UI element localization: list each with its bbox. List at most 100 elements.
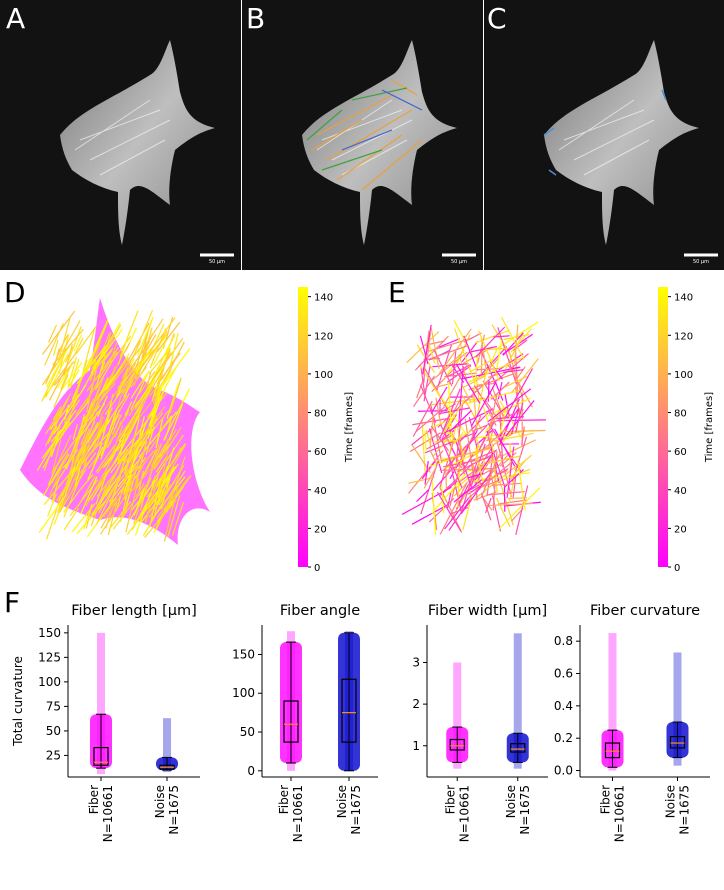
- fiber-track: [416, 489, 430, 503]
- fiber-track: [474, 385, 493, 415]
- fiber-track: [115, 486, 124, 512]
- fiber-track: [430, 386, 448, 415]
- y-tick-label: 100: [232, 686, 255, 700]
- fiber-track: [52, 423, 88, 472]
- fiber-track: [146, 470, 167, 498]
- fiber-track: [508, 471, 517, 504]
- fiber-track: [75, 326, 97, 355]
- tick-label: 80: [674, 409, 687, 420]
- fiber-track: [38, 494, 67, 534]
- fiber-track: [103, 324, 122, 355]
- n-label: N=1675: [518, 785, 532, 835]
- fiber-track: [427, 344, 469, 361]
- fiber-track: [408, 450, 444, 494]
- fiber-track: [427, 341, 436, 364]
- scale-label: 50 µm: [209, 259, 225, 265]
- fiber-track: [77, 475, 96, 507]
- fiber-track: [156, 490, 176, 530]
- fiber-track: [515, 485, 529, 536]
- n-label: N=10661: [291, 785, 305, 842]
- fiber-track: [476, 334, 486, 364]
- fiber-track: [167, 495, 181, 537]
- fiber-track: [453, 429, 474, 443]
- fiber-track: [432, 467, 454, 492]
- fiber-track: [430, 425, 450, 452]
- fiber-track: [521, 426, 525, 446]
- fiber-track: [419, 335, 429, 365]
- fiber-track: [441, 440, 463, 488]
- fiber-track: [47, 425, 58, 444]
- fiber-track: [504, 332, 524, 370]
- fiber-track: [52, 448, 79, 488]
- fiber-track: [140, 410, 170, 447]
- fiber-track: [443, 438, 473, 471]
- fiber-track: [453, 478, 483, 503]
- tick-label: 140: [674, 293, 693, 304]
- fiber-track: [86, 361, 99, 413]
- fiber-track: [90, 322, 121, 374]
- fiber-track: [138, 477, 152, 507]
- fiber-track: [168, 403, 184, 441]
- fiber-track: [448, 423, 457, 455]
- panel-label: A: [6, 2, 25, 35]
- fiber-track: [145, 499, 153, 523]
- fiber-track: [146, 392, 168, 418]
- fiber-track: [146, 323, 165, 361]
- fiber-track: [449, 409, 472, 433]
- fiber-track: [163, 486, 179, 542]
- fiber-track: [515, 402, 524, 433]
- fiber-track: [142, 499, 165, 537]
- fiber-track: [510, 328, 532, 353]
- fiber-track: [439, 467, 497, 472]
- fiber-track: [69, 475, 80, 496]
- fiber-track: [166, 382, 180, 419]
- n-label: N=1675: [678, 785, 692, 835]
- n-label: N=1675: [167, 785, 181, 835]
- fiber-track: [447, 381, 453, 438]
- fiber-track: [156, 475, 192, 523]
- fiber-track: [44, 322, 64, 366]
- fiber-track: [504, 368, 534, 419]
- fiber-track: [445, 456, 456, 478]
- fiber-track: [507, 497, 528, 500]
- fiber-track: [61, 320, 81, 353]
- fiber-track: [96, 395, 108, 418]
- fiber-track: [103, 502, 115, 518]
- fiber-track: [517, 460, 526, 511]
- fiber-track: [133, 440, 147, 490]
- fiber-track: [138, 417, 158, 448]
- fiber-track: [441, 484, 445, 514]
- y-tick-label: 50: [46, 724, 61, 738]
- fiber-track: [472, 409, 524, 432]
- fiber-track: [49, 394, 79, 431]
- tick-label: 140: [314, 293, 333, 304]
- fiber-track: [52, 406, 62, 421]
- y-tick-label: 125: [38, 650, 61, 664]
- fiber-track: [133, 508, 140, 524]
- fiber-track: [412, 400, 433, 437]
- fiber-track: [474, 329, 510, 344]
- y-tick-label: 0: [247, 764, 255, 778]
- fiber-track: [447, 363, 471, 378]
- fiber-track: [512, 339, 528, 352]
- fiber-track: [69, 358, 80, 389]
- fiber-track: [163, 428, 177, 451]
- fiber-track: [71, 503, 96, 533]
- fiber-track: [472, 388, 478, 430]
- fiber-track: [128, 453, 165, 495]
- box: [449, 738, 465, 751]
- fiber-track: [500, 316, 525, 361]
- fiber-track: [489, 409, 506, 424]
- fiber-track: [72, 423, 79, 440]
- fiber-track: [100, 407, 118, 457]
- x-tick-label: Noise: [664, 785, 678, 818]
- tick-label: 0: [314, 563, 320, 574]
- fiber-track: [468, 372, 515, 391]
- fiber-track: [485, 497, 492, 514]
- fiber-track: [160, 470, 186, 510]
- fiber-track: [430, 351, 468, 382]
- tick-label: 60: [674, 447, 687, 458]
- fiber-track: [148, 478, 162, 528]
- fiber-track: [133, 309, 154, 356]
- fiber-track: [98, 366, 123, 398]
